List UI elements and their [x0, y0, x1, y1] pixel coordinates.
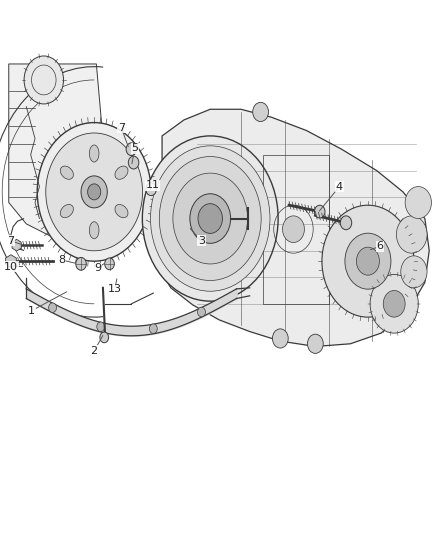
Circle shape: [81, 176, 107, 208]
Circle shape: [49, 303, 57, 312]
Text: 4: 4: [336, 182, 343, 191]
Circle shape: [405, 187, 431, 219]
Text: 7: 7: [118, 123, 125, 133]
Circle shape: [383, 290, 405, 317]
Text: 8: 8: [59, 255, 66, 265]
Polygon shape: [12, 239, 21, 251]
Text: 11: 11: [145, 181, 159, 190]
Circle shape: [340, 216, 352, 230]
Circle shape: [307, 334, 323, 353]
Circle shape: [146, 183, 156, 196]
Polygon shape: [155, 109, 429, 346]
Circle shape: [396, 216, 427, 253]
Polygon shape: [6, 255, 16, 268]
Text: 5: 5: [131, 143, 138, 153]
Circle shape: [76, 257, 86, 270]
Circle shape: [151, 146, 270, 291]
Ellipse shape: [115, 205, 128, 217]
Circle shape: [37, 123, 151, 261]
Text: 9: 9: [94, 263, 101, 273]
Circle shape: [198, 307, 205, 317]
Circle shape: [97, 322, 105, 332]
Circle shape: [272, 329, 288, 348]
Circle shape: [190, 194, 230, 243]
Text: 7: 7: [7, 236, 14, 246]
Circle shape: [128, 156, 139, 169]
Ellipse shape: [60, 205, 74, 217]
Circle shape: [100, 332, 109, 343]
Ellipse shape: [89, 145, 99, 162]
Ellipse shape: [115, 166, 128, 179]
Circle shape: [105, 258, 114, 270]
Text: 13: 13: [108, 285, 122, 294]
Circle shape: [126, 143, 137, 156]
Circle shape: [173, 173, 247, 264]
Text: 6: 6: [377, 241, 384, 251]
Circle shape: [345, 233, 391, 289]
Circle shape: [370, 274, 418, 333]
Circle shape: [283, 216, 304, 243]
Circle shape: [357, 247, 379, 275]
Text: 10: 10: [4, 262, 18, 271]
Circle shape: [88, 184, 101, 200]
Circle shape: [46, 133, 143, 251]
Circle shape: [24, 56, 64, 104]
Circle shape: [401, 256, 427, 288]
Text: 2: 2: [91, 346, 98, 356]
Ellipse shape: [60, 166, 74, 179]
Circle shape: [253, 102, 268, 122]
Circle shape: [142, 136, 278, 301]
Circle shape: [322, 205, 414, 317]
Text: 3: 3: [198, 236, 205, 246]
Circle shape: [314, 205, 325, 218]
Text: 1: 1: [28, 306, 35, 316]
Circle shape: [159, 157, 261, 280]
Ellipse shape: [89, 222, 99, 239]
Circle shape: [198, 204, 223, 233]
Polygon shape: [9, 64, 110, 237]
Circle shape: [149, 324, 157, 334]
